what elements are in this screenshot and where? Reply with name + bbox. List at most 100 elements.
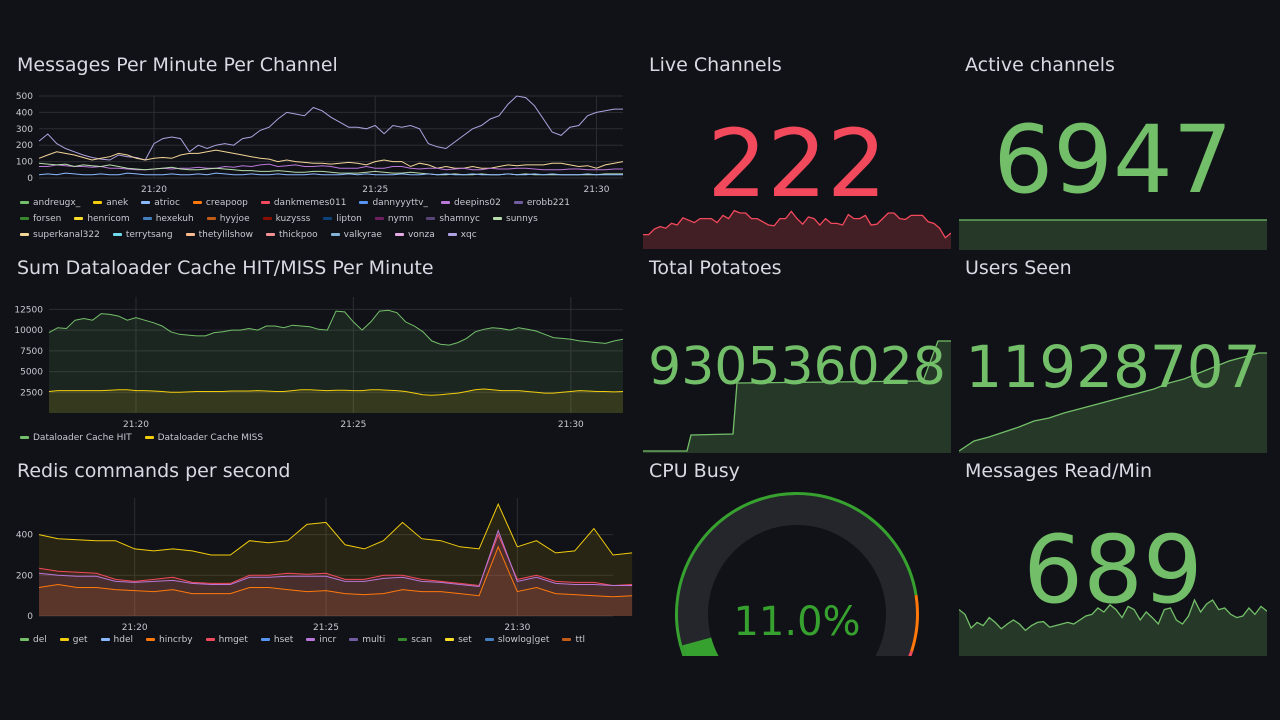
series-line [48,309,624,346]
gauge-threshold [907,650,914,656]
legend-item[interactable]: erobb221 [511,195,570,211]
legend-item[interactable]: andreugx_ [17,195,80,211]
legend-item[interactable]: set [442,632,472,648]
y-tick-label: 200 [16,141,33,151]
y-tick-label: 2500 [20,388,43,398]
legend-label: lipton [336,214,362,224]
y-tick-label: 0 [27,174,33,184]
legend-item[interactable]: dankmemes011 [258,195,346,211]
legend-item[interactable]: hset [258,632,293,648]
x-tick-label: 21:25 [362,185,388,195]
legend-item[interactable]: lipton [320,211,362,227]
y-tick-label: 500 [16,92,33,102]
legend-item[interactable]: hexekuh [140,211,194,227]
total-potatoes-panel: Total Potatoes 930536028 [643,257,951,453]
series-line [38,162,623,176]
gauge-value [682,637,719,656]
legend-swatch [359,201,369,204]
legend-label: incr [319,635,337,645]
x-tick-label: 21:30 [504,623,530,633]
legend-item[interactable]: henricom [71,211,130,227]
redis-commands-chart[interactable]: 0 200 400 21:20 21:25 21:30 [16,492,633,642]
gauge-threshold [909,594,919,652]
legend-item[interactable]: kuzysss [260,211,310,227]
chart-legend: del get hdel hincrby hmget hset incr multi scan s… [17,632,627,648]
legend-item[interactable]: scan [395,632,432,648]
legend-swatch [20,217,29,220]
legend-label: scan [411,635,433,645]
legend-swatch [262,217,272,220]
legend-label: superkanal322 [33,230,100,240]
legend-item[interactable]: anek [90,195,128,211]
legend-label: forsen [33,214,62,224]
legend-item[interactable]: nymn [372,211,414,227]
legend-item[interactable]: Dataloader Cache MISS [142,430,263,446]
legend-item[interactable]: forsen [17,211,61,227]
legend-label: atrioc [154,198,180,208]
legend-item[interactable]: thickpoo [263,227,318,243]
legend-item[interactable]: del [17,632,47,648]
legend-item[interactable]: get [57,632,88,648]
messages-read-value: 689 [1023,516,1203,625]
legend-item[interactable]: multi [346,632,385,648]
legend-item[interactable]: vonza [392,227,435,243]
legend-item[interactable]: shamnyc [423,211,480,227]
legend-label: hset [273,635,294,645]
legend-item[interactable]: slowlog|get [482,632,549,648]
cache-hit-miss-panel: Sum Dataloader Cache HIT/MISS Per Minute… [14,257,629,453]
legend-item[interactable]: hdel [98,632,133,648]
gauge-threshold [675,492,918,656]
y-tick-label: 5000 [20,368,43,378]
legend-label: nymn [387,214,414,224]
legend-label: get [72,635,88,645]
legend-item[interactable]: sunnys [490,211,538,227]
legend-swatch [112,233,122,236]
legend-label: thickpoo [279,230,318,240]
series-area [39,546,633,616]
legend-swatch [20,201,29,204]
legend-item[interactable]: incr [303,632,336,648]
chart-legend: Dataloader Cache HIT Dataloader Cache MIS… [17,430,627,446]
legend-item[interactable]: creapoop [190,195,248,211]
legend-label: thetylilshow [198,230,253,240]
messages-per-minute-chart[interactable]: 0 100 200 300 400 500 21:20 21:25 21:30 [16,86,629,226]
legend-label: creapoop [205,198,248,208]
legend-item[interactable]: deepins02 [438,195,501,211]
legend-swatch [330,233,340,236]
y-tick-label: 100 [16,158,33,168]
legend-item[interactable]: terrytsang [110,227,173,243]
legend-item[interactable]: hyyjoe [204,211,250,227]
legend-swatch [426,217,436,220]
series-line [39,163,623,171]
legend-swatch [59,638,69,641]
panel-title: Redis commands per second [17,460,291,482]
x-tick-label: 21:30 [583,185,609,195]
legend-swatch [260,638,270,641]
legend-item[interactable]: atrioc [138,195,180,211]
legend-item[interactable]: dannyyyttv_ [356,195,428,211]
y-tick-label: 400 [16,108,33,118]
legend-swatch [20,638,29,641]
legend-item[interactable]: xqc [445,227,477,243]
cpu-busy-panel: CPU Busy 11.0% [643,460,951,656]
y-tick-label: 10000 [14,326,43,336]
panel-title: Active channels [965,54,1115,76]
cache-hit-miss-chart[interactable]: 2500 5000 7500 10000 12500 21:20 21:25 21:30 [14,289,629,439]
y-tick-label: 300 [16,125,33,135]
legend-swatch [374,217,384,220]
cpu-busy-value: 11.0% [733,599,861,645]
legend-item[interactable]: superkanal322 [17,227,100,243]
legend-item[interactable]: hincrby [143,632,193,648]
legend-item[interactable]: hmget [203,632,248,648]
legend-label: terrytsang [125,230,173,240]
legend-item[interactable]: Dataloader Cache HIT [17,430,132,446]
messages-per-minute-panel: Messages Per Minute Per Channel 0 100 200 3… [16,54,629,250]
legend-item[interactable]: valkyrae [328,227,382,243]
active-channels-sparkline [959,219,1267,250]
legend-label: shamnyc [439,214,480,224]
legend-swatch [266,233,275,236]
legend-item[interactable]: thetylilshow [183,227,253,243]
legend-swatch [141,201,151,204]
y-tick-label: 7500 [20,347,43,357]
legend-item[interactable]: ttl [559,632,585,648]
